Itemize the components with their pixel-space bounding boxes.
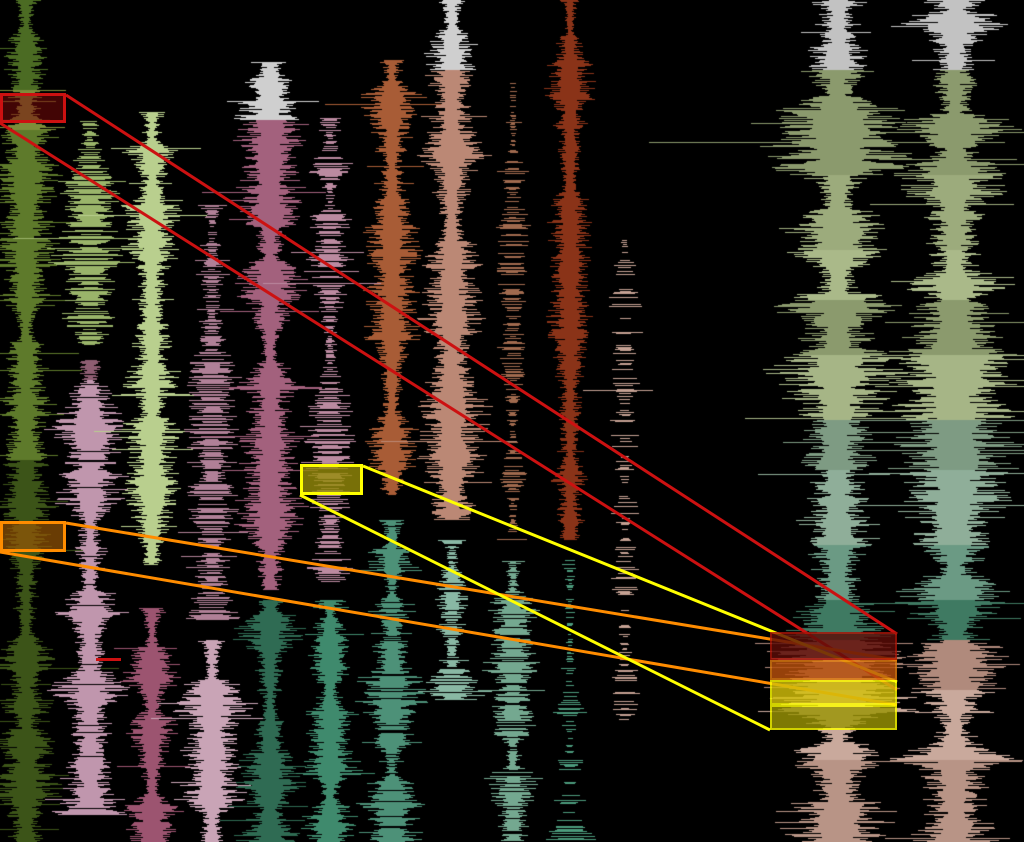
selection-orange[interactable]: [0, 521, 66, 552]
band-yellow[interactable]: [770, 680, 897, 705]
band-orange[interactable]: [770, 660, 897, 680]
selection-yellow[interactable]: [300, 464, 363, 495]
selection-red[interactable]: [0, 93, 66, 123]
band-olive[interactable]: [770, 705, 897, 730]
marker-red-tick: [96, 658, 121, 661]
band-dark-red[interactable]: [770, 632, 897, 660]
